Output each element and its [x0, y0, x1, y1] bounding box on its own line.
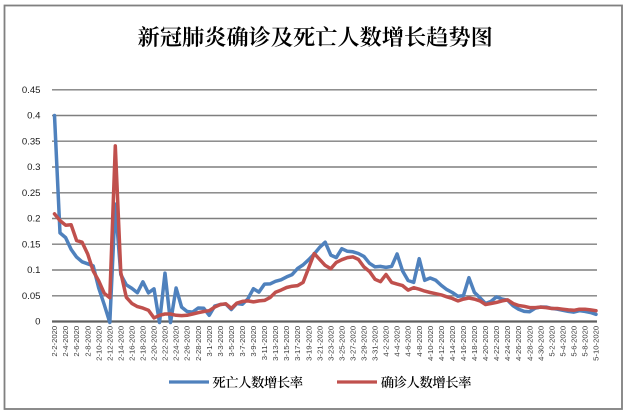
svg-text:3-31-2020: 3-31-2020: [371, 326, 380, 361]
svg-text:2-20-2020: 2-20-2020: [150, 326, 159, 361]
svg-text:5-10-2020: 5-10-2020: [592, 326, 601, 361]
svg-text:2-22-2020: 2-22-2020: [161, 326, 170, 361]
svg-text:3-23-2020: 3-23-2020: [326, 326, 335, 361]
svg-text:3-21-2020: 3-21-2020: [315, 326, 324, 361]
svg-text:4-6-2020: 4-6-2020: [404, 326, 413, 357]
svg-text:2-12-2020: 2-12-2020: [105, 326, 114, 361]
svg-text:3-5-2020: 3-5-2020: [227, 326, 236, 357]
svg-text:4-22-2020: 4-22-2020: [492, 326, 501, 361]
svg-text:2-4-2020: 2-4-2020: [61, 326, 70, 357]
svg-text:3-17-2020: 3-17-2020: [293, 326, 302, 361]
svg-text:4-16-2020: 4-16-2020: [459, 326, 468, 361]
svg-text:2-28-2020: 2-28-2020: [194, 326, 203, 361]
svg-text:0.45: 0.45: [22, 85, 41, 96]
svg-text:0.3: 0.3: [27, 162, 40, 173]
svg-text:4-10-2020: 4-10-2020: [426, 326, 435, 361]
svg-text:5-8-2020: 5-8-2020: [581, 326, 590, 357]
svg-text:4-20-2020: 4-20-2020: [481, 326, 490, 361]
svg-text:0.1: 0.1: [27, 265, 40, 276]
svg-text:4-28-2020: 4-28-2020: [525, 326, 534, 361]
svg-text:0.35: 0.35: [22, 136, 41, 147]
svg-text:3-7-2020: 3-7-2020: [238, 326, 247, 357]
svg-text:5-4-2020: 5-4-2020: [558, 326, 567, 357]
svg-text:5-6-2020: 5-6-2020: [570, 326, 579, 357]
svg-text:3-3-2020: 3-3-2020: [216, 326, 225, 357]
svg-text:0: 0: [35, 317, 40, 328]
svg-text:4-4-2020: 4-4-2020: [393, 326, 402, 357]
svg-text:2-18-2020: 2-18-2020: [139, 326, 148, 361]
svg-text:3-27-2020: 3-27-2020: [349, 326, 358, 361]
svg-text:2-10-2020: 2-10-2020: [94, 326, 103, 361]
svg-text:2-14-2020: 2-14-2020: [116, 326, 125, 361]
svg-text:2-16-2020: 2-16-2020: [128, 326, 137, 361]
svg-text:0.05: 0.05: [22, 291, 41, 302]
svg-text:5-2-2020: 5-2-2020: [547, 326, 556, 357]
svg-text:0.4: 0.4: [27, 111, 41, 122]
svg-text:3-29-2020: 3-29-2020: [360, 326, 369, 361]
svg-text:2-6-2020: 2-6-2020: [72, 326, 81, 357]
svg-text:3-25-2020: 3-25-2020: [337, 326, 346, 361]
svg-text:3-9-2020: 3-9-2020: [249, 326, 258, 357]
svg-text:3-1-2020: 3-1-2020: [205, 326, 214, 357]
svg-text:2-26-2020: 2-26-2020: [183, 326, 192, 361]
svg-text:3-19-2020: 3-19-2020: [304, 326, 313, 361]
svg-text:0.2: 0.2: [27, 214, 40, 225]
svg-text:2-24-2020: 2-24-2020: [172, 326, 181, 361]
svg-text:0.25: 0.25: [22, 188, 41, 199]
svg-text:3-15-2020: 3-15-2020: [282, 326, 291, 361]
svg-text:4-14-2020: 4-14-2020: [448, 326, 457, 361]
svg-text:4-18-2020: 4-18-2020: [470, 326, 479, 361]
svg-text:0.15: 0.15: [22, 239, 41, 250]
svg-text:4-26-2020: 4-26-2020: [514, 326, 523, 361]
svg-text:3-13-2020: 3-13-2020: [271, 326, 280, 361]
svg-text:4-12-2020: 4-12-2020: [437, 326, 446, 361]
svg-text:4-24-2020: 4-24-2020: [503, 326, 512, 361]
svg-text:3-11-2020: 3-11-2020: [260, 326, 269, 360]
svg-text:4-2-2020: 4-2-2020: [382, 326, 391, 357]
svg-text:4-8-2020: 4-8-2020: [415, 326, 424, 357]
svg-text:2-8-2020: 2-8-2020: [83, 326, 92, 357]
svg-text:2-2-2020: 2-2-2020: [50, 326, 59, 357]
svg-text:4-30-2020: 4-30-2020: [536, 326, 545, 361]
